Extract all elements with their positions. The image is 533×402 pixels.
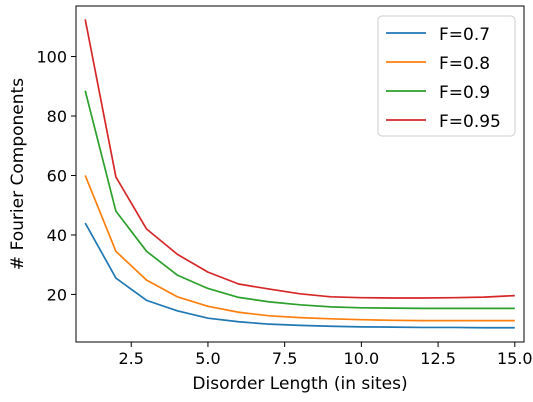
x-tick-label: 15.0 (497, 349, 533, 368)
series-lines (84, 19, 515, 329)
x-tick-label: 12.5 (420, 349, 456, 368)
series-line-3 (84, 19, 515, 299)
series-line-0 (84, 222, 515, 329)
x-tick-label: 7.5 (272, 349, 297, 368)
x-axis-ticks: 2.5 5.0 7.5 10.0 12.5 15.0 (119, 342, 533, 368)
y-tick-label: 100 (36, 48, 67, 67)
y-tick-label: 40 (47, 226, 67, 245)
y-axis-label: # Fourier Components (8, 78, 28, 270)
legend-box (377, 15, 516, 137)
legend: F=0.7 F=0.8 F=0.9 F=0.95 (377, 15, 516, 137)
plot-frame (75, 5, 525, 343)
x-tick-label: 5.0 (195, 349, 220, 368)
legend-label-2: F=0.9 (439, 83, 490, 103)
series-line-2 (84, 90, 515, 310)
x-tick-label: 10.0 (344, 349, 380, 368)
legend-label-1: F=0.8 (439, 54, 490, 74)
y-tick-label: 20 (47, 285, 67, 304)
series-line-1 (84, 175, 515, 322)
x-tick-label: 2.5 (119, 349, 144, 368)
legend-label-0: F=0.7 (439, 25, 490, 45)
legend-label-3: F=0.95 (439, 112, 501, 132)
x-axis-label: Disorder Length (in sites) (192, 374, 407, 394)
y-tick-label: 80 (47, 107, 67, 126)
y-axis-ticks: 20 40 60 80 100 (36, 48, 76, 304)
y-tick-label: 60 (47, 166, 67, 185)
